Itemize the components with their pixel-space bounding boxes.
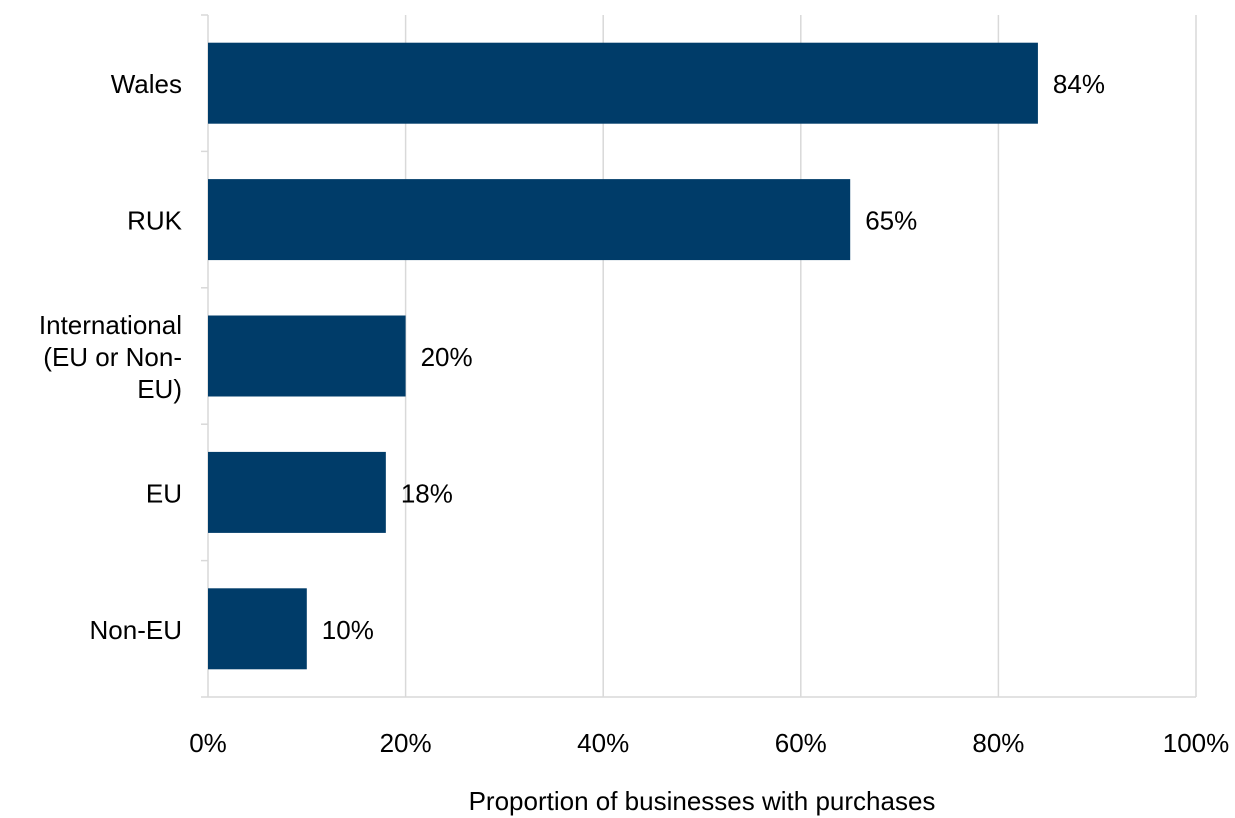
bar-eu [208, 451, 386, 533]
bar-ruk [208, 179, 851, 261]
y-category-label-line: (EU or Non- [43, 342, 182, 372]
y-category-label: EU [146, 478, 182, 508]
y-category-label-line: Non-EU [90, 615, 182, 645]
x-axis-title: Proportion of businesses with purchases [469, 786, 936, 816]
bar-international-eu-or-non-eu [208, 315, 406, 397]
labels: 0% 20% 40% 60% 80% 100% 84% Wales 65% RUK 20% Inter… [39, 69, 1229, 758]
x-tick-label-20: 20% [380, 728, 432, 758]
x-tick-label-100: 100% [1163, 728, 1230, 758]
y-category-label: Non-EU [90, 615, 182, 645]
y-category-label-line: EU [146, 478, 182, 508]
x-tick-label-80: 80% [972, 728, 1024, 758]
y-category-label-line: EU) [137, 374, 182, 404]
data-label: 18% [401, 478, 453, 508]
data-label: 65% [865, 206, 917, 236]
data-label: 20% [421, 342, 473, 372]
gridlines [404, 15, 1197, 697]
bar-non-eu [208, 588, 307, 670]
y-category-label: RUK [127, 206, 183, 236]
y-category-label: International (EU or Non-EU) [39, 310, 182, 404]
x-tick-label-60: 60% [775, 728, 827, 758]
y-category-label: Wales [111, 69, 182, 99]
y-category-label-line: International [39, 310, 182, 340]
data-label: 10% [322, 615, 374, 645]
y-category-label-line: RUK [127, 206, 183, 236]
y-category-label-line: Wales [111, 69, 182, 99]
data-label: 84% [1053, 69, 1105, 99]
x-tick-label-0: 0% [189, 728, 227, 758]
x-tick-label-40: 40% [577, 728, 629, 758]
bar-wales [208, 42, 1038, 124]
bars [208, 42, 1038, 670]
